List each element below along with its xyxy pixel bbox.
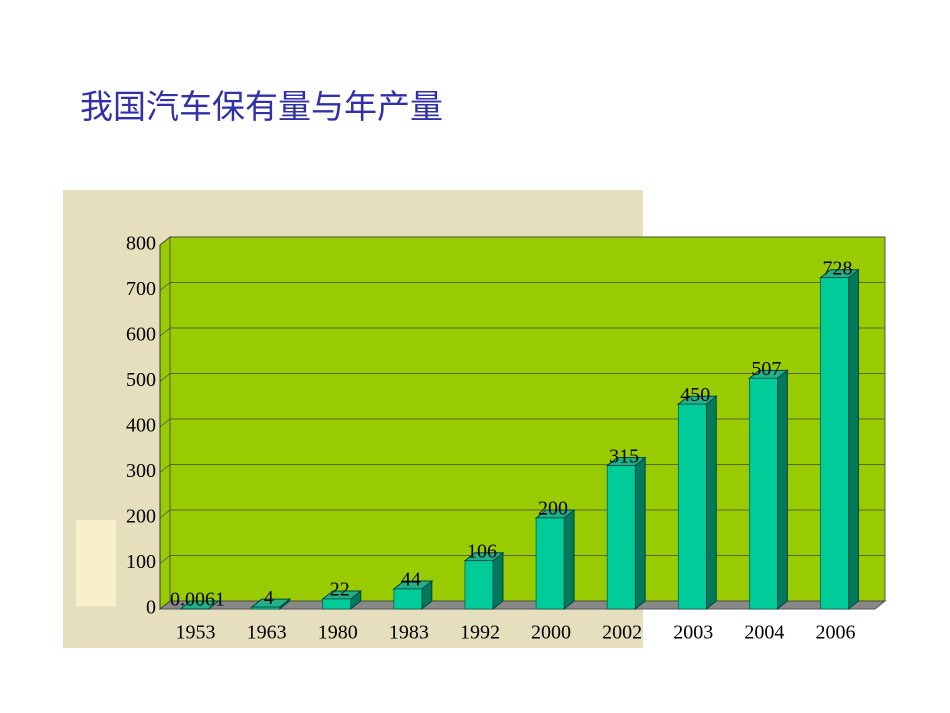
- y-tick-label: 600: [126, 324, 156, 346]
- x-tick-label: 2000: [531, 622, 571, 644]
- y-tick-label: 0: [146, 597, 156, 619]
- bar: [251, 606, 280, 610]
- grid-line-side: [159, 236, 171, 246]
- grid-line-side: [159, 373, 171, 382]
- x-tick-label: 1983: [389, 622, 429, 644]
- value-label: 728: [822, 257, 852, 279]
- value-label: 4: [264, 587, 274, 609]
- grid-line-side: [159, 418, 171, 428]
- y-tick-label: 500: [126, 369, 156, 391]
- value-label: 106: [467, 540, 497, 562]
- bar: [322, 598, 352, 610]
- x-tick-label: 1953: [176, 622, 216, 644]
- bar: [820, 277, 849, 610]
- x-tick-label: 2004: [744, 622, 784, 644]
- bar-side: [847, 268, 859, 611]
- value-label: 200: [538, 498, 568, 520]
- value-label: 507: [751, 358, 781, 380]
- value-label: 315: [609, 445, 639, 467]
- x-tick-label: 1980: [318, 622, 358, 644]
- grid-line-side: [159, 282, 171, 291]
- bar-side: [705, 395, 717, 611]
- chart-title: 我国汽车保有量与年产量: [80, 87, 443, 126]
- x-tick-label: 2002: [602, 622, 642, 644]
- bar: [606, 465, 636, 610]
- grid-line-side: [159, 555, 171, 564]
- grid-line-side: [159, 600, 171, 610]
- bar: [464, 560, 494, 610]
- y-tick-label: 200: [126, 506, 156, 528]
- bar: [393, 588, 423, 610]
- y-tick-label: 100: [126, 551, 156, 573]
- value-label: 44: [401, 569, 421, 591]
- x-tick-label: 1963: [247, 622, 287, 644]
- bar: [677, 403, 707, 610]
- y-tick-label: 700: [126, 278, 156, 300]
- bar-side: [563, 508, 575, 611]
- y-tick-label: 800: [126, 233, 156, 255]
- bar: [535, 517, 565, 610]
- value-label: 22: [330, 579, 350, 601]
- bar-side: [776, 369, 788, 611]
- value-label: 0.0061: [170, 589, 225, 611]
- value-label: 450: [680, 384, 710, 406]
- x-tick-label: 1992: [460, 622, 500, 644]
- grid-line-side: [159, 509, 171, 519]
- bar-side: [634, 456, 646, 611]
- y-tick-label: 300: [126, 460, 156, 482]
- grid-line-side: [159, 327, 171, 337]
- x-tick-label: 2003: [673, 622, 713, 644]
- grid-line-side: [159, 464, 171, 473]
- bar: [749, 378, 778, 610]
- y-tick-label: 400: [126, 415, 156, 437]
- x-tick-label: 2006: [815, 622, 855, 644]
- background-image-part: [76, 520, 116, 606]
